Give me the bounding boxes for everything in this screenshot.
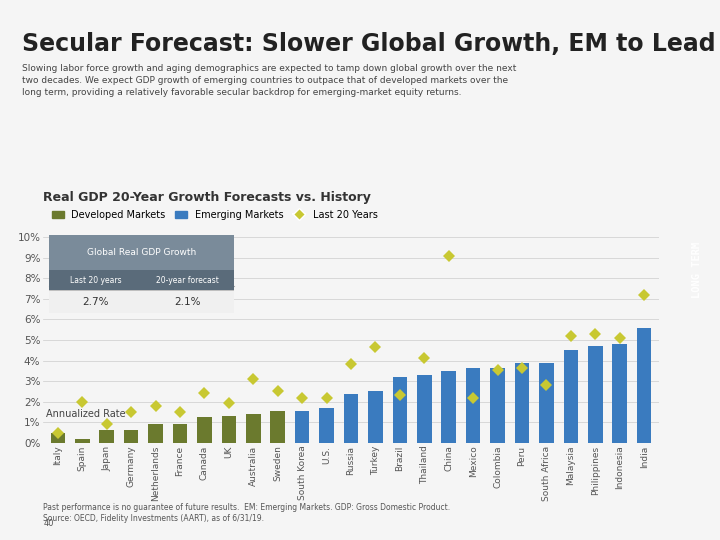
- Bar: [294, 411, 310, 443]
- Bar: [343, 394, 359, 443]
- Bar: [50, 433, 66, 443]
- Text: Past performance is no guarantee of future results.  EM: Emerging Markets. GDP: : Past performance is no guarantee of futu…: [43, 503, 450, 523]
- Bar: [319, 408, 334, 443]
- Bar: [466, 368, 480, 443]
- Text: 40: 40: [43, 518, 54, 528]
- Bar: [368, 392, 383, 443]
- Bar: [246, 414, 261, 443]
- Bar: [564, 350, 578, 443]
- Legend: Developed Markets, Emerging Markets, Last 20 Years: Developed Markets, Emerging Markets, Las…: [48, 206, 382, 224]
- Text: Slowing labor force growth and aging demographics are expected to tamp down glob: Slowing labor force growth and aging dem…: [22, 64, 516, 97]
- Bar: [636, 328, 652, 443]
- Bar: [588, 346, 603, 443]
- Bar: [539, 362, 554, 443]
- Bar: [271, 411, 285, 443]
- Text: LONG TERM: LONG TERM: [692, 242, 701, 298]
- Bar: [441, 371, 456, 443]
- Bar: [173, 424, 187, 443]
- Bar: [515, 362, 529, 443]
- Bar: [197, 417, 212, 443]
- Bar: [148, 424, 163, 443]
- Text: Annualized Rate: Annualized Rate: [45, 409, 125, 419]
- Bar: [75, 438, 89, 443]
- Bar: [613, 344, 627, 443]
- Bar: [417, 375, 431, 443]
- Bar: [99, 430, 114, 443]
- Bar: [490, 368, 505, 443]
- Text: Real GDP 20-Year Growth Forecasts vs. History: Real GDP 20-Year Growth Forecasts vs. Hi…: [43, 191, 371, 204]
- Bar: [124, 430, 138, 443]
- Bar: [222, 416, 236, 443]
- Bar: [392, 377, 408, 443]
- Text: Secular Forecast: Slower Global Growth, EM to Lead: Secular Forecast: Slower Global Growth, …: [22, 32, 715, 56]
